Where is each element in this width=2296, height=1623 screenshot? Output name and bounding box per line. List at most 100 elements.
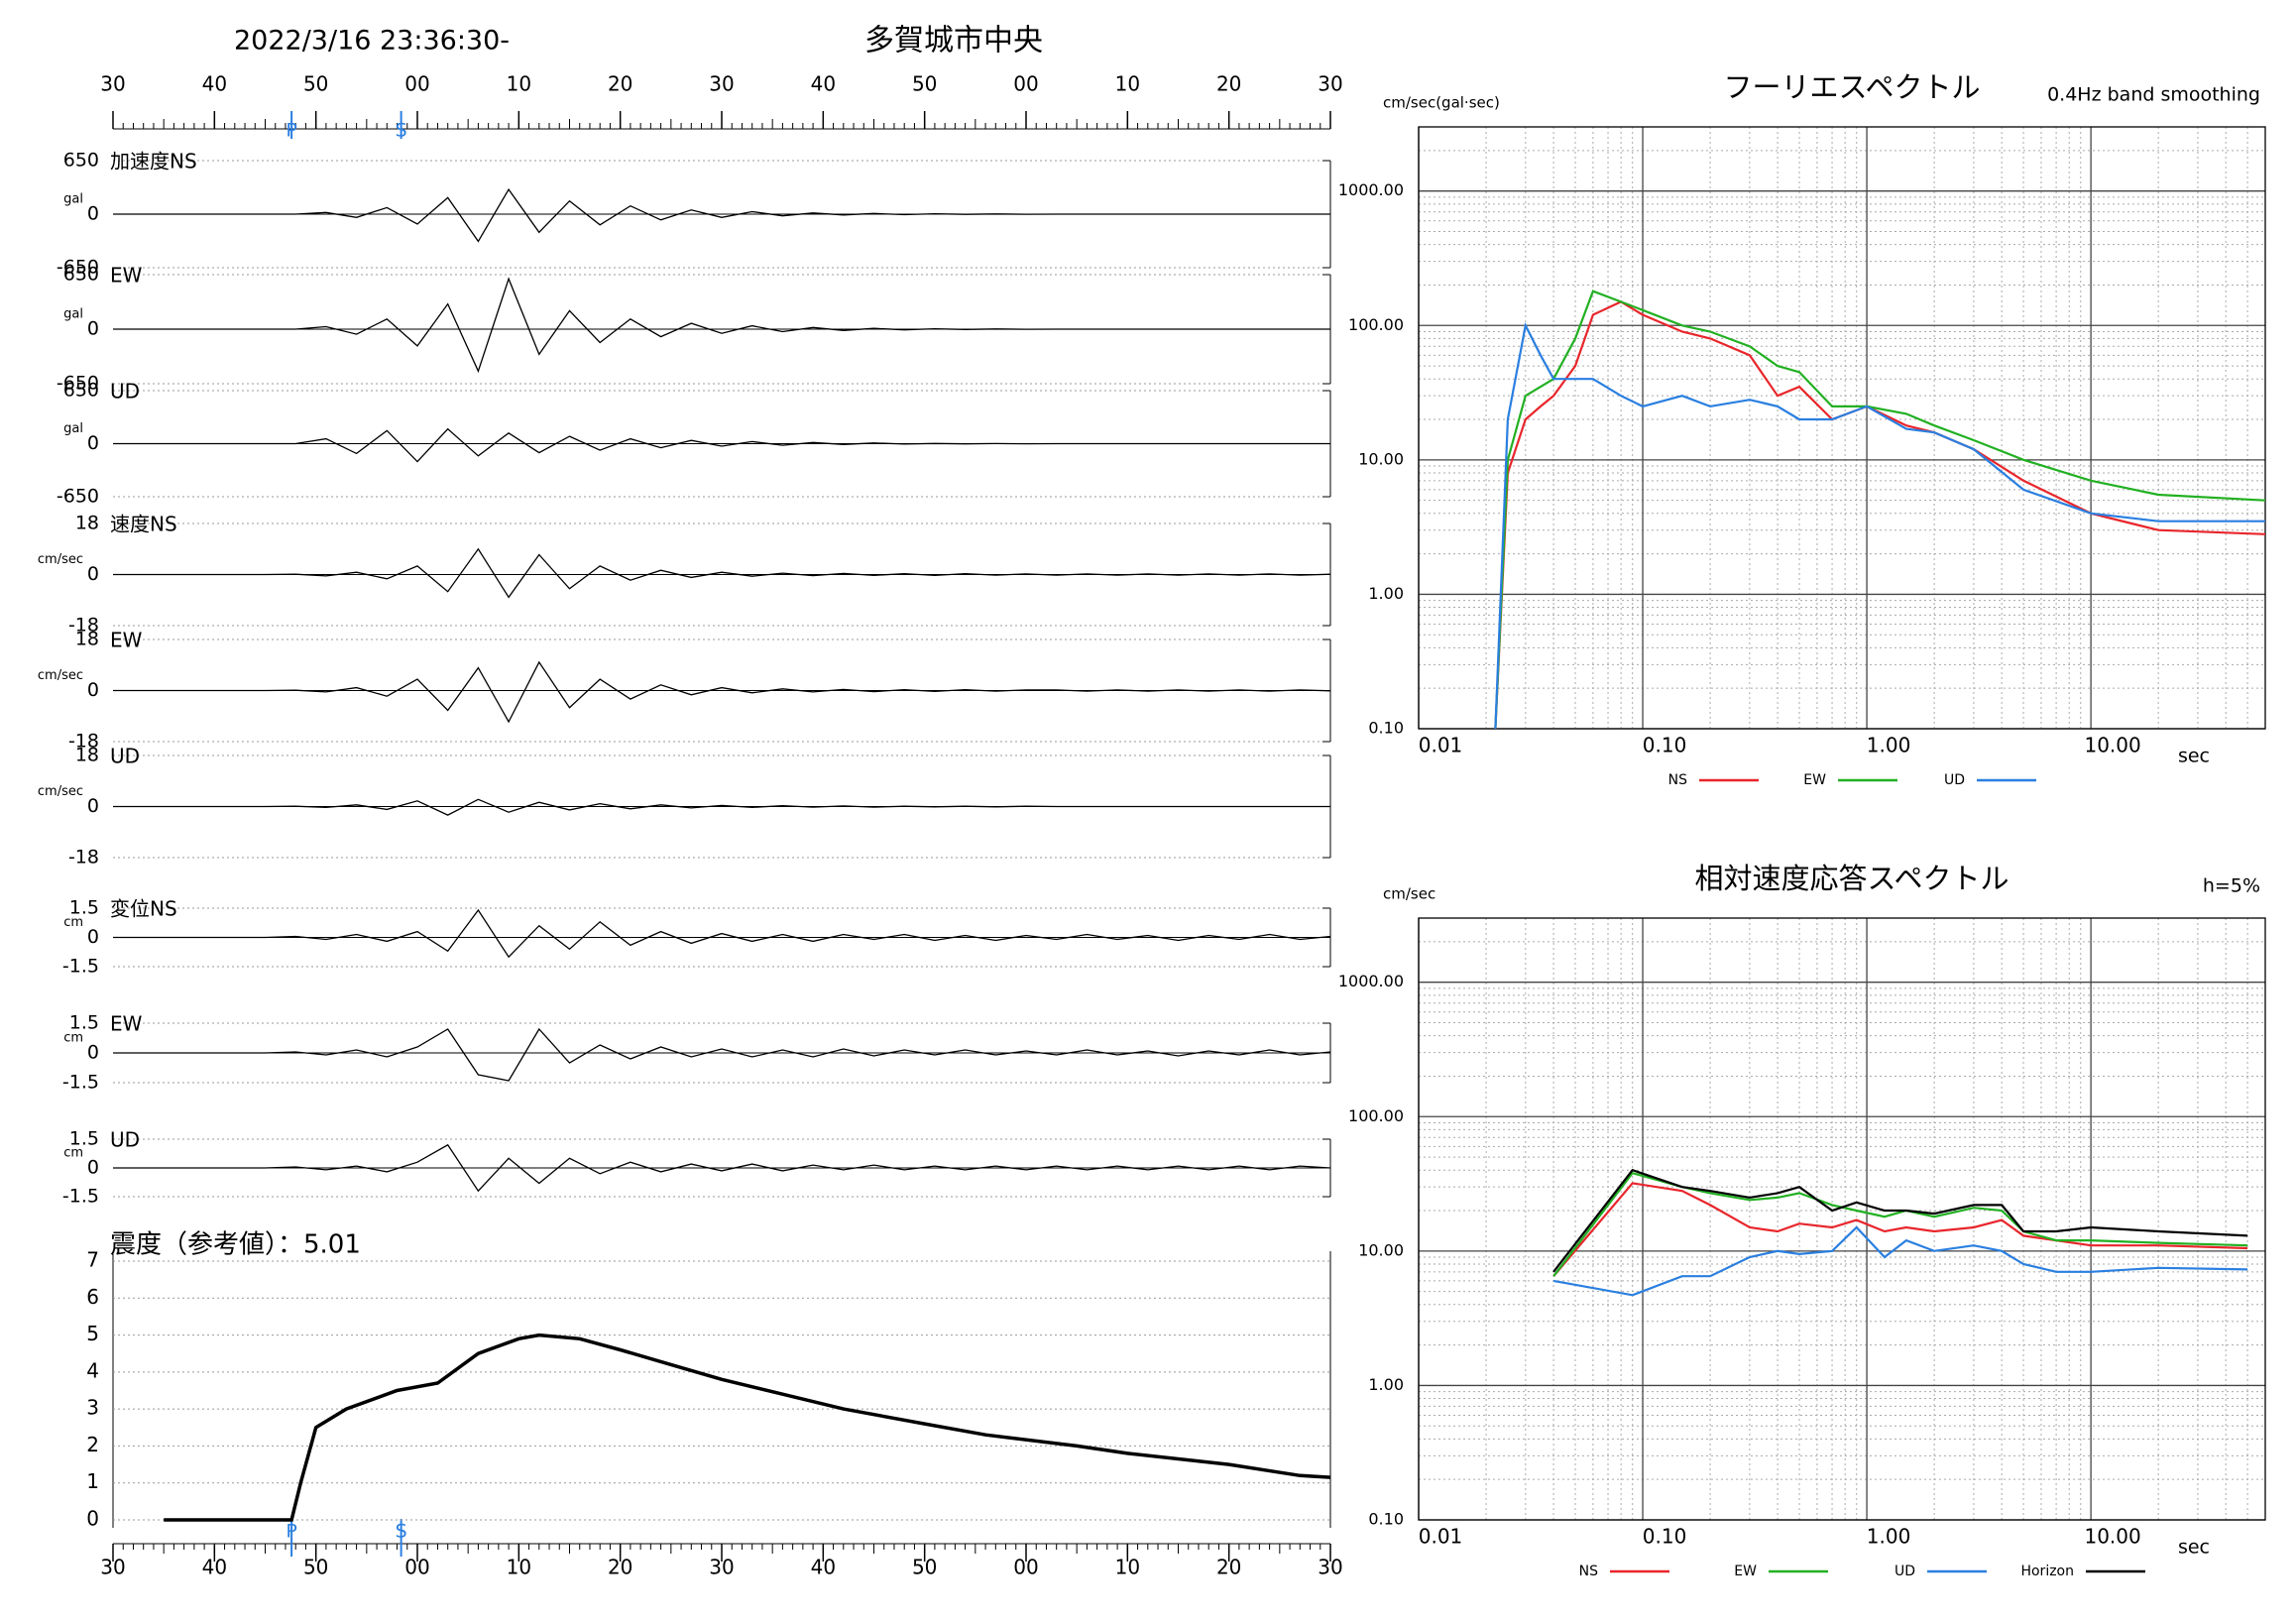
waveform-trace: [113, 547, 1331, 599]
chart-subtitle: 0.4Hz band smoothing: [2047, 84, 2260, 106]
panel-unit: cm/sec: [38, 552, 83, 567]
y-tick-label: -1.5: [62, 956, 99, 978]
panel-label: UD: [110, 380, 140, 404]
y-axis-label: cm/sec: [1383, 885, 1435, 903]
time-tick-label: 10: [507, 72, 531, 96]
phase-label: P: [286, 1521, 296, 1543]
waveform-trace: [113, 798, 1330, 816]
time-tick-label: 10: [1115, 72, 1140, 96]
time-tick-label: 00: [1013, 1556, 1038, 1579]
y-tick-label: -650: [57, 486, 99, 508]
y-tick-label: 18: [75, 629, 99, 650]
y-tick-label: 0: [87, 318, 99, 340]
x-tick-label: 0.01: [1419, 1525, 1463, 1549]
panel-label: EW: [110, 1012, 143, 1036]
spectrum-line: [1494, 290, 2266, 730]
y-tick-label: 0: [87, 432, 99, 454]
y-axis-label: cm/sec(gal·sec): [1383, 94, 1500, 112]
panel-unit: gal: [63, 307, 83, 322]
y-tick-label: 0: [87, 563, 99, 585]
intensity-title: 震度（参考値）：5.01: [110, 1230, 361, 1260]
spectrum-line: [1552, 1171, 2248, 1277]
y-tick-label: 0: [87, 926, 99, 948]
y-tick-label: 0: [87, 203, 99, 225]
x-tick-label: 10.00: [2084, 734, 2140, 757]
y-tick-label: 4: [86, 1358, 99, 1382]
y-tick-label: 10.00: [1358, 1240, 1404, 1259]
time-tick-label: 20: [608, 72, 632, 96]
panel-label: UD: [110, 745, 140, 768]
y-tick-label: 1: [86, 1469, 99, 1493]
y-tick-label: 1.5: [69, 1128, 99, 1150]
y-tick-label: 1.5: [69, 897, 99, 919]
panel-unit: gal: [63, 192, 83, 207]
phase-label: S: [396, 120, 407, 142]
y-tick-label: 10.00: [1358, 449, 1404, 468]
spectrum-line: [1552, 1225, 2248, 1297]
y-tick-label: 18: [75, 745, 99, 766]
y-tick-label: -18: [68, 615, 99, 637]
time-tick-label: 50: [912, 1556, 937, 1579]
time-tick-label: 40: [811, 1556, 836, 1579]
time-tick-label: 20: [1216, 72, 1241, 96]
legend-label: UD: [1894, 1564, 1915, 1579]
chart-title: 相対速度応答スペクトル: [1695, 862, 2009, 895]
plot-frame: [1418, 917, 2266, 1521]
y-tick-label: 0: [87, 679, 99, 701]
y-tick-label: -650: [57, 257, 99, 279]
x-tick-label: 0.10: [1643, 734, 1687, 757]
time-tick-label: 50: [912, 72, 937, 96]
y-tick-label: -18: [68, 847, 99, 869]
y-tick-label: 1000.00: [1338, 972, 1404, 990]
legend-label: NS: [1668, 772, 1687, 788]
time-tick-label: 30: [100, 72, 125, 96]
y-tick-label: 7: [86, 1248, 99, 1272]
x-tick-label: 10.00: [2084, 1525, 2140, 1549]
spectrum-line: [1494, 321, 2265, 730]
panel-unit: cm/sec: [38, 668, 83, 683]
y-tick-label: 3: [86, 1396, 99, 1420]
time-tick-label: 50: [303, 1556, 328, 1579]
y-tick-label: 0.10: [1368, 719, 1404, 738]
time-tick-label: 50: [303, 72, 328, 96]
waveform-trace: [113, 1027, 1331, 1082]
time-tick-label: 00: [404, 1556, 429, 1579]
time-tick-label: 00: [1013, 72, 1038, 96]
panel-unit: cm: [63, 1146, 83, 1161]
time-tick-label: 20: [608, 1556, 632, 1579]
spectrum-line: [1552, 1168, 2248, 1273]
time-tick-label: 10: [507, 1556, 531, 1579]
time-tick-label: 30: [1318, 1556, 1342, 1579]
panel-unit: gal: [63, 421, 83, 436]
y-tick-label: 100.00: [1348, 315, 1404, 334]
time-tick-label: 30: [100, 1556, 125, 1579]
waveform-trace: [113, 277, 1330, 374]
waveform-trace: [113, 1143, 1331, 1193]
y-tick-label: 100.00: [1348, 1106, 1404, 1125]
intensity-line: [164, 1333, 1331, 1522]
panel-label: 変位NS: [110, 897, 177, 921]
waveform-trace: [113, 660, 1331, 724]
y-tick-label: 1.00: [1368, 1375, 1404, 1394]
y-tick-label: 650: [63, 150, 99, 172]
legend-label: EW: [1734, 1564, 1757, 1579]
y-tick-label: 0: [87, 1042, 99, 1064]
y-tick-label: 2: [86, 1433, 99, 1456]
chart-title: フーリエスペクトル: [1724, 70, 1981, 104]
x-tick-label: 1.00: [1867, 1525, 1911, 1549]
record-datetime: 2022/3/16 23:36:30-: [234, 26, 510, 57]
legend-label: EW: [1803, 772, 1826, 788]
phase-label: S: [396, 1521, 407, 1543]
y-tick-label: 6: [86, 1285, 99, 1309]
y-tick-label: -1.5: [62, 1072, 99, 1094]
x-tick-label: 0.10: [1643, 1525, 1687, 1549]
panel-unit: cm/sec: [38, 784, 83, 799]
y-tick-label: 650: [63, 264, 99, 286]
x-axis-label: sec: [2178, 1537, 2210, 1559]
panel-label: EW: [110, 629, 143, 652]
plot-frame: [1418, 126, 2266, 730]
time-tick-label: 40: [202, 72, 227, 96]
y-tick-label: 18: [75, 513, 99, 534]
time-tick-label: 40: [202, 1556, 227, 1579]
